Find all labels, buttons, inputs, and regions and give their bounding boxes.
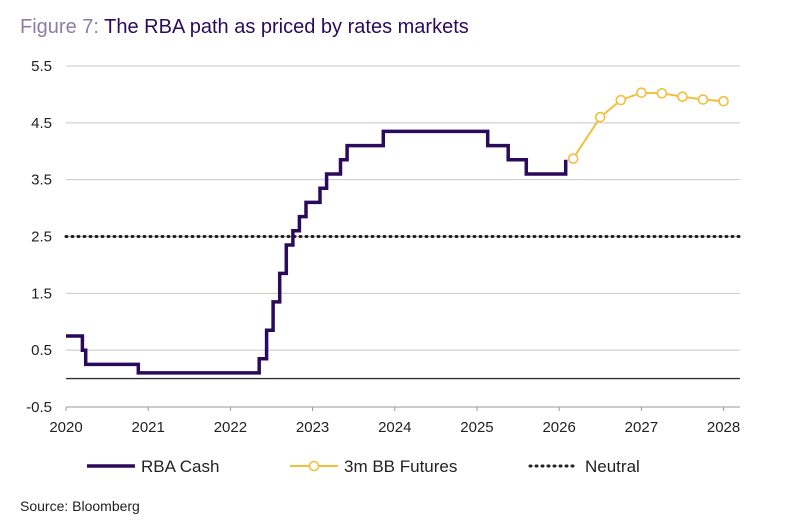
- futures-point: [594, 111, 606, 123]
- x-tick-label: 2022: [214, 419, 247, 436]
- futures-point: [718, 95, 729, 107]
- futures-point: [697, 94, 709, 105]
- y-tick-label: 5.5: [31, 58, 52, 75]
- x-tick-label: 2026: [542, 419, 575, 436]
- source-note: Source: Bloomberg: [20, 498, 140, 514]
- legend-label-neutral: Neutral: [585, 457, 640, 476]
- futures-point: [656, 87, 668, 99]
- y-tick-label: 4.5: [31, 115, 52, 132]
- chart-title-text: The RBA path as priced by rates markets: [104, 16, 469, 38]
- data-series: [64, 87, 742, 375]
- legend-label-futures: 3m BB Futures: [344, 457, 457, 476]
- y-tick-label: 0.5: [31, 342, 52, 359]
- x-tick-label: 2025: [460, 419, 493, 436]
- x-tick-label: 2024: [378, 419, 411, 436]
- x-tick-label: 2021: [132, 419, 165, 436]
- axes: -0.5 0.5 1.5 2.5 3.5 4.5 5.5 2020 2021 2022 2023 20…: [26, 58, 740, 436]
- futures-point: [567, 153, 579, 164]
- x-tick-label: 2023: [296, 419, 329, 436]
- x-tick-label: 2020: [49, 419, 82, 436]
- y-tick-label: 2.5: [31, 229, 52, 246]
- futures-point: [677, 91, 688, 102]
- y-tick-label: 1.5: [31, 285, 52, 302]
- x-tick-label: 2028: [707, 419, 740, 436]
- legend-label-rba-cash: RBA Cash: [141, 457, 219, 476]
- chart-title: Figure 7: The RBA path as priced by rate…: [20, 16, 469, 39]
- y-tick-label: 3.5: [31, 172, 52, 189]
- legend-marker-futures: [308, 460, 320, 472]
- y-tick-label: -0.5: [26, 399, 52, 416]
- rba-cash-line: [66, 129, 568, 375]
- x-tick-label: 2027: [625, 419, 658, 436]
- figure-number: Figure 7:: [20, 16, 99, 38]
- futures-point: [615, 94, 627, 106]
- legend: RBA Cash 3m BB Futures Neutral: [87, 457, 640, 476]
- futures-point: [636, 87, 647, 99]
